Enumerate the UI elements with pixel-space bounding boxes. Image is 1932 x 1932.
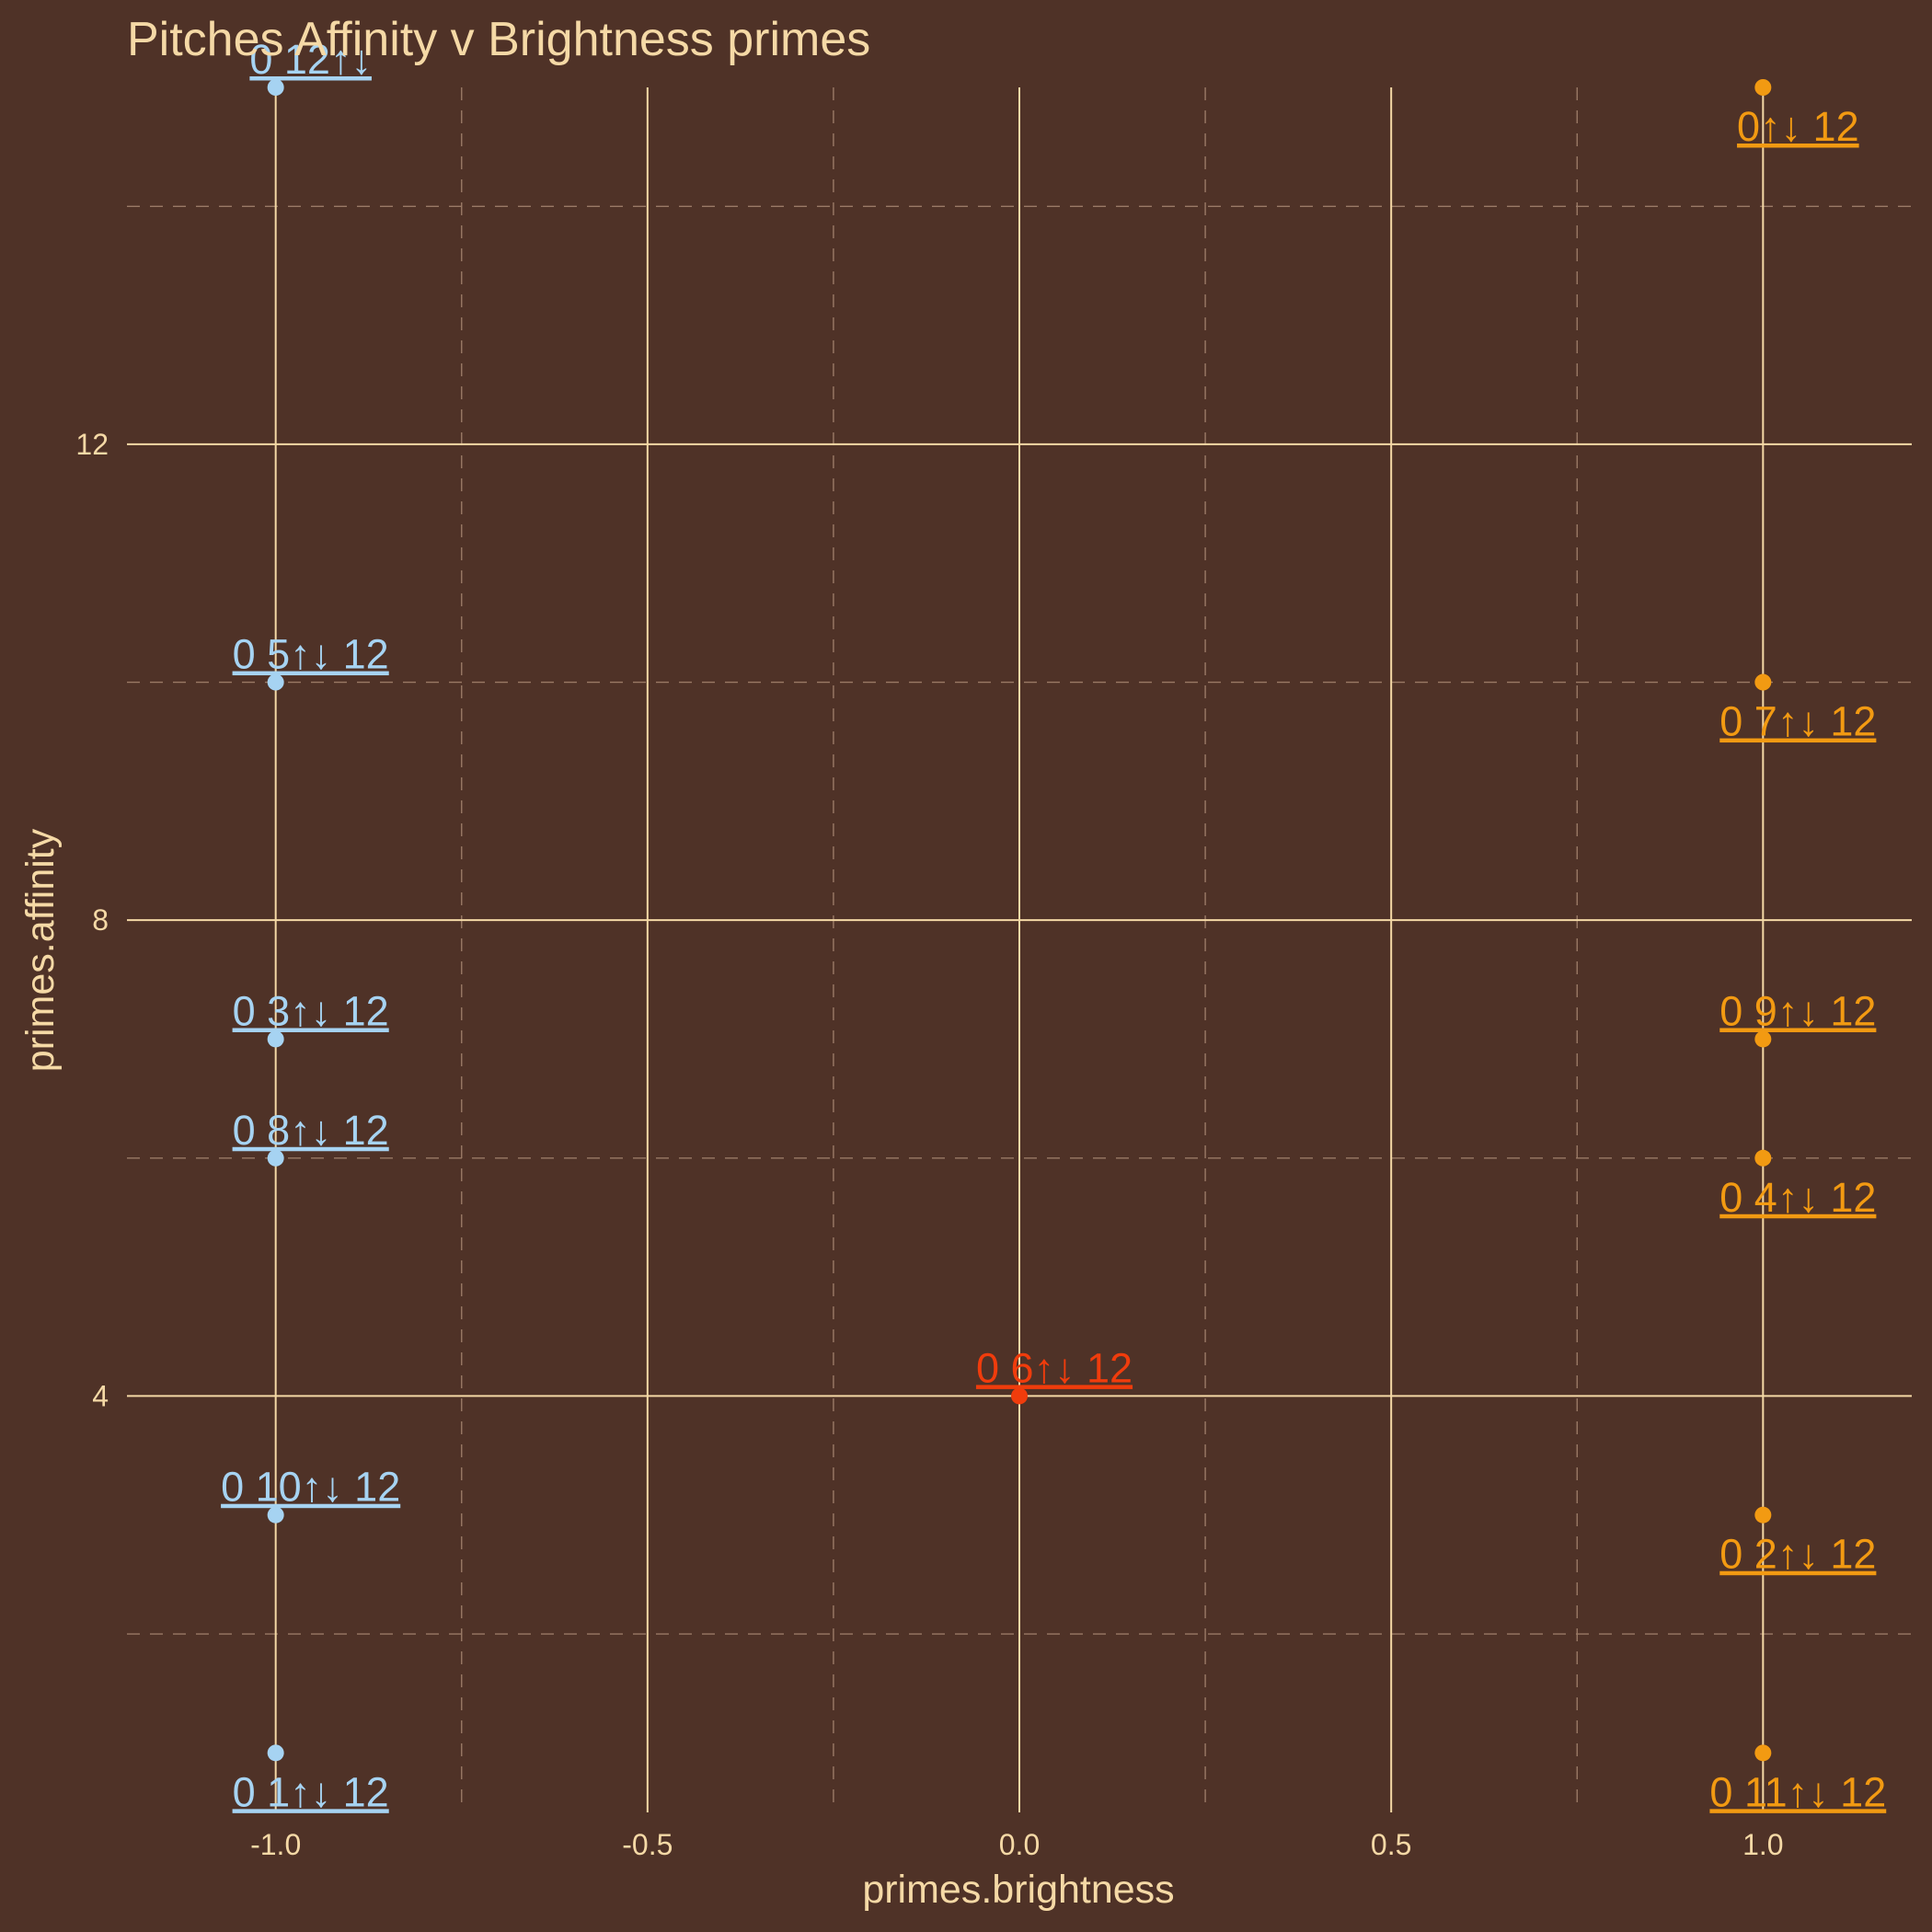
data-point: [267, 1744, 284, 1762]
data-point: [1754, 1149, 1772, 1167]
data-point: [267, 1030, 284, 1048]
chart-title: Pitches Affinity v Brightness primes: [127, 13, 870, 66]
point-label: 0 3↑↓ 12: [233, 987, 389, 1034]
point-label: 0 1↑↓ 12: [233, 1768, 389, 1815]
data-point: [267, 1149, 284, 1167]
point-label: 0 12↑↓: [249, 36, 372, 83]
data-point: [267, 673, 284, 691]
y-axis-title: primes.affinity: [18, 828, 63, 1072]
x-tick-label: 0.5: [1371, 1828, 1411, 1861]
y-tick-label: 12: [75, 428, 109, 461]
point-label: 0 2↑↓ 12: [1719, 1531, 1876, 1578]
point-label: 0 9↑↓ 12: [1719, 987, 1876, 1034]
data-point: [1754, 673, 1772, 691]
data-point: [1754, 1030, 1772, 1048]
point-label: 0 7↑↓ 12: [1719, 698, 1876, 745]
point-labels: 0 12↑↓ 0 5↑↓ 12 0 3↑↓ 12 0 8↑↓ 12 0 10↑↓ 12 0…: [221, 36, 1886, 1815]
data-point: [267, 1506, 284, 1524]
x-axis-title: primes.brightness: [862, 1868, 1174, 1912]
data-point: [1754, 79, 1772, 96]
point-label: 0↑↓ 12: [1737, 103, 1859, 150]
x-tick-label: -1.0: [250, 1828, 301, 1861]
point-label: 0 5↑↓ 12: [233, 631, 389, 678]
data-point: [267, 79, 284, 96]
point-label: 0 8↑↓ 12: [233, 1107, 389, 1154]
data-point: [1011, 1387, 1028, 1405]
data-point: [1754, 1506, 1772, 1524]
axis-ticks: -1.0 -0.5 0.0 0.5 1.0 4 8 12: [75, 428, 1783, 1861]
x-tick-label: -0.5: [622, 1828, 673, 1861]
data-points: [267, 79, 1772, 1762]
point-label: 0 4↑↓ 12: [1719, 1174, 1876, 1221]
x-tick-label: 0.0: [999, 1828, 1040, 1861]
point-label: 0 6↑↓ 12: [976, 1344, 1133, 1391]
y-tick-label: 8: [92, 903, 109, 937]
point-label: 0 11↑↓ 12: [1709, 1768, 1886, 1815]
point-label: 0 10↑↓ 12: [221, 1464, 400, 1511]
y-tick-label: 4: [92, 1379, 109, 1412]
data-point: [1754, 1744, 1772, 1762]
x-tick-label: 1.0: [1742, 1828, 1783, 1861]
grid: [127, 87, 1912, 1812]
